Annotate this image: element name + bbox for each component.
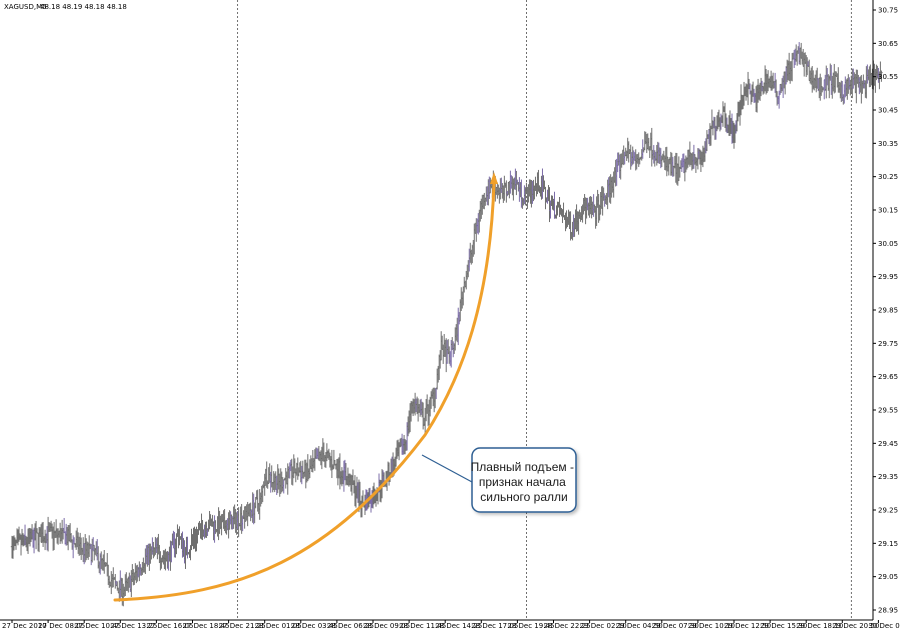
x-tick-label: 28 Dec 09:05 [363,622,410,630]
callout: Плавный подъем - признак начала сильного… [421,447,578,513]
y-tick-label: 30.25 [878,173,898,181]
y-tick-label: 29.95 [878,273,898,281]
y-tick-label: 30.45 [878,107,898,115]
x-tick-label: 28 Dec 19:45 [507,622,554,630]
callout-text: Плавный подъем - признак начала сильного… [471,460,578,504]
x-tick-label: 27 Dec 08:05 [38,622,85,630]
x-tick-label: 28 Dec 03:45 [291,622,338,630]
x-tick-label: 28 Dec 22:25 [544,622,591,630]
x-tick-label: 29 Dec 02:10 [580,622,627,630]
y-tick-label: 29.55 [878,407,898,415]
chart-header-ohlc: 48.18 48.19 48.18 48.18 [40,3,127,11]
callout-line-1: Плавный подъем - [471,460,574,474]
x-tick-label: 27 Dec 18:45 [183,622,230,630]
y-tick-label: 30.05 [878,240,898,248]
y-tick-label: 29.45 [878,440,898,448]
x-tick-label: 27 Dec 16:05 [146,622,193,630]
x-tick-label: 29 Dec 18:10 [796,622,843,630]
x-tick-label: 27 Dec 21:25 [219,622,266,630]
y-tick-label: 29.15 [878,540,898,548]
callout-leader [421,454,473,483]
callout-box [471,447,577,513]
x-tick-label: 27 Dec 10:45 [74,622,121,630]
x-tick-label: 28 Dec 11:45 [399,622,446,630]
y-tick-label: 30.75 [878,7,898,15]
y-tick-label: 29.85 [878,307,898,315]
x-tick-label: 28 Dec 14:25 [435,622,482,630]
x-tick-label: 28 Dec 01:05 [255,622,302,630]
price-bars [10,42,883,607]
callout-line-3: сильного ралли [480,490,567,504]
y-tick-label: 30.65 [878,40,898,48]
y-tick-label: 29.25 [878,507,898,515]
x-tick-label: 29 Dec 10:10 [688,622,735,630]
y-tick-label: 28.95 [878,607,898,615]
x-tick-label: 29 Dec 12:50 [724,622,771,630]
x-tick-label: 27 Dec 13:25 [110,622,157,630]
x-tick-label: 29 Dec 20:50 [832,622,879,630]
rally-curve [113,181,496,602]
chart-header-symbol: XAGUSD,M5 [4,3,47,11]
x-tick-label: 28 Dec 06:25 [327,622,374,630]
y-tick-label: 29.05 [878,573,898,581]
price-bar [880,70,883,82]
x-tick-label: 28 Dec 17:05 [471,622,518,630]
y-tick-label: 29.65 [878,373,898,381]
callout-line-2: признак начала [479,475,566,489]
y-tick-label: 30.15 [878,207,898,215]
y-tick-label: 29.75 [878,340,898,348]
rally-arrowhead [490,172,498,184]
x-tick-label: 29 Dec 07:30 [652,622,699,630]
y-axis-ticks: 30.75 30.65 30.55 30.45 30.35 30.25 30.15 30.05… [873,7,898,615]
x-tick-label: 29 Dec 04:50 [616,622,663,630]
x-tick-label: 29 Dec 15:30 [760,622,807,630]
x-tick-label: 27 Dec 2010 [2,622,47,630]
y-tick-label: 29.35 [878,473,898,481]
y-tick-label: 30.35 [878,140,898,148]
y-tick-label: 30.55 [878,73,898,81]
x-tick-label: 30 Dec 00:30 [868,622,900,630]
